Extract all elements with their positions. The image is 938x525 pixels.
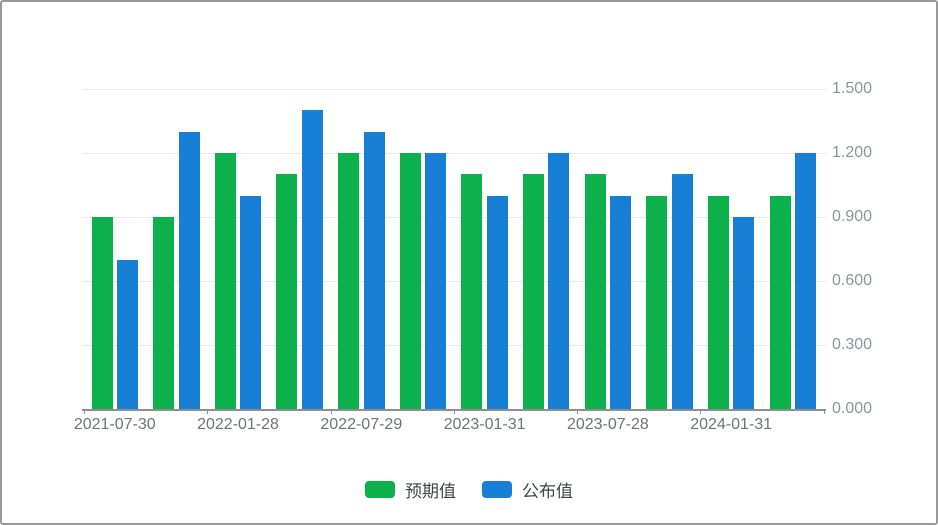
- x-axis-label: 2024-01-31: [690, 416, 773, 433]
- bar-expected[interactable]: [214, 153, 236, 409]
- x-axis-label: 2023-07-28: [566, 416, 649, 433]
- y-axis-label: 0.300: [832, 336, 873, 353]
- bar-expected[interactable]: [276, 174, 298, 409]
- x-axis-tick: [84, 410, 85, 414]
- bar-announced[interactable]: [548, 153, 570, 409]
- y-axis-label: 0.900: [832, 208, 873, 226]
- bar-announced[interactable]: [486, 195, 508, 409]
- x-axis-tick: [207, 410, 209, 414]
- bar-announced[interactable]: [610, 195, 632, 409]
- x-axis-label: 2022-01-28: [197, 416, 279, 433]
- legend-item-expected[interactable]: 预期值: [365, 477, 456, 502]
- bar-expected[interactable]: [461, 174, 483, 409]
- chart-legend: 预期值 公布值: [2, 477, 936, 502]
- x-axis-label: 2022-07-29: [320, 416, 403, 433]
- x-axis-tick: [330, 410, 332, 414]
- gridline: [82, 153, 826, 155]
- bar-expected[interactable]: [707, 195, 729, 409]
- x-axis-tick: [823, 410, 825, 414]
- legend-swatch-expected-icon: [365, 481, 395, 498]
- x-axis-tick: [453, 410, 455, 414]
- bar-announced[interactable]: [240, 195, 262, 409]
- x-axis-line: [82, 408, 826, 411]
- legend-swatch-announced-icon: [482, 481, 512, 498]
- bar-announced[interactable]: [363, 131, 385, 409]
- legend-item-announced[interactable]: 公布值: [482, 477, 573, 502]
- legend-label-announced: 公布值: [522, 482, 573, 501]
- y-axis-label: 0.000: [832, 400, 873, 417]
- gridline: [82, 217, 826, 219]
- x-axis-label: 2021-07-30: [73, 416, 156, 433]
- x-axis-label: 2023-01-31: [443, 416, 526, 433]
- bar-announced[interactable]: [425, 153, 447, 409]
- bar-announced[interactable]: [117, 259, 138, 409]
- bar-announced[interactable]: [301, 110, 323, 409]
- y-axis-label: 1.500: [832, 80, 873, 98]
- bar-announced[interactable]: [795, 153, 817, 409]
- x-axis-tick: [577, 410, 579, 414]
- legend-label-expected: 预期值: [405, 482, 456, 501]
- bar-expected[interactable]: [522, 174, 544, 409]
- x-axis-tick: [700, 410, 702, 414]
- bar-expected[interactable]: [153, 217, 175, 409]
- bar-expected[interactable]: [399, 153, 421, 409]
- bar-expected[interactable]: [338, 153, 360, 409]
- gridline: [82, 89, 826, 91]
- gridline: [82, 281, 826, 283]
- bar-expected[interactable]: [769, 195, 791, 409]
- bar-expected[interactable]: [91, 217, 113, 409]
- bar-expected[interactable]: [584, 174, 606, 409]
- y-axis-label: 1.200: [832, 144, 873, 162]
- bar-expected[interactable]: [646, 195, 668, 409]
- y-axis-label: 0.600: [832, 272, 873, 290]
- bar-announced[interactable]: [671, 174, 693, 409]
- bar-announced[interactable]: [733, 217, 755, 409]
- bar-announced[interactable]: [178, 131, 200, 409]
- gridline: [82, 345, 826, 346]
